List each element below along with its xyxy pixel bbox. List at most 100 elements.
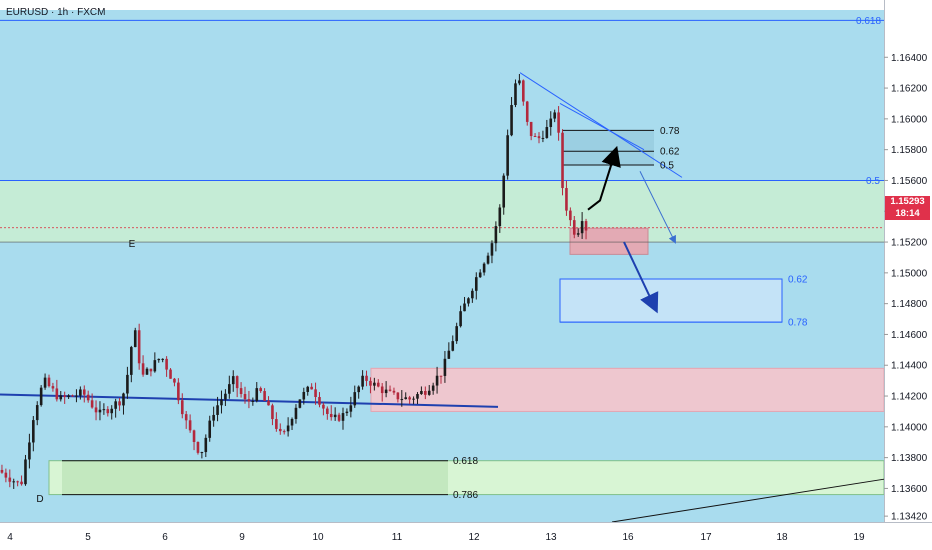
demand-zone-inner	[62, 460, 448, 495]
candle-body	[420, 390, 423, 395]
candle-body	[86, 394, 90, 401]
y-tick-label: 1.15800	[891, 145, 928, 156]
candle-body	[4, 472, 8, 478]
candle-body	[231, 376, 235, 385]
candle-body	[510, 105, 513, 136]
candle-body	[349, 405, 353, 412]
y-tick-label: 1.13420	[891, 512, 928, 523]
candle-body	[192, 430, 196, 442]
candle-body	[561, 132, 564, 189]
candle-body	[408, 397, 411, 400]
fib-label: 0.618	[453, 456, 478, 467]
candle-body	[47, 377, 51, 387]
trend-line-lower	[611, 478, 885, 523]
candle-body	[424, 390, 427, 395]
candle-body	[471, 290, 474, 299]
y-tick-label: 1.16000	[891, 114, 928, 125]
x-tick-label: 18	[776, 532, 788, 543]
candle-body	[235, 376, 239, 389]
candle-body	[247, 399, 251, 402]
candle-body	[28, 442, 31, 460]
candle-body	[322, 404, 325, 409]
candle-body	[388, 389, 392, 391]
candle-body	[357, 386, 360, 393]
candle-body	[208, 420, 212, 438]
candle-body	[153, 360, 157, 372]
candle-body	[451, 341, 455, 351]
candle-body	[130, 347, 133, 375]
candle-body	[329, 413, 333, 418]
trend-line-inner	[559, 103, 645, 151]
candle-body	[290, 418, 294, 426]
x-tick-label: 5	[85, 532, 91, 543]
candle-body	[161, 358, 164, 360]
candle-body	[494, 226, 498, 244]
candle-body	[286, 425, 290, 432]
y-tick-label: 1.15600	[891, 176, 928, 187]
fib-label: 0.5	[866, 176, 880, 187]
candle-body	[396, 392, 400, 400]
blue-band	[0, 10, 884, 181]
fib-label: 0.62	[788, 275, 808, 286]
candle-body	[353, 392, 357, 406]
candle-body	[102, 409, 106, 411]
y-tick-label: 1.15000	[891, 268, 928, 279]
candle-body	[580, 221, 584, 234]
candle-body	[243, 393, 247, 400]
candle-body	[0, 469, 4, 473]
candle-body	[126, 374, 129, 394]
candle-body	[55, 388, 59, 400]
last-price-badge: 1.15293 18:14	[885, 196, 930, 220]
candle-body	[32, 420, 35, 443]
candle-body	[522, 80, 525, 102]
candle-body	[271, 405, 274, 420]
y-tick-label: 1.14200	[891, 392, 928, 403]
candle-body	[16, 481, 19, 483]
candle-body	[478, 272, 482, 278]
candle-body	[541, 137, 545, 139]
candle-body	[43, 377, 47, 388]
candle-body	[8, 477, 12, 482]
candle-body	[177, 382, 180, 401]
candle-body	[545, 127, 549, 138]
last-price-value: 1.15293	[890, 196, 925, 207]
candle-body	[569, 210, 572, 221]
candle-body	[216, 405, 219, 415]
point-label: E	[129, 239, 136, 250]
candle-body	[259, 388, 262, 392]
candle-body	[278, 428, 282, 432]
candle-body	[486, 255, 490, 264]
candle-body	[533, 136, 537, 138]
y-tick-label: 1.14400	[891, 361, 928, 372]
candle-body	[333, 414, 337, 418]
x-tick-label: 13	[545, 532, 557, 543]
candle-body	[35, 405, 39, 421]
candle-body	[157, 358, 161, 361]
candle-body	[275, 419, 278, 429]
candle-body	[314, 389, 317, 398]
chart-title: EURUSD · 1h · FXCM	[6, 7, 106, 18]
candle-body	[412, 398, 415, 400]
candle-body	[149, 368, 153, 372]
candle-body	[576, 233, 580, 235]
candle-body	[173, 378, 176, 383]
candle-body	[553, 112, 556, 119]
candle-body	[443, 358, 447, 376]
candle-body	[165, 358, 168, 370]
candle-body	[498, 207, 502, 227]
fib-label: 0.78	[660, 126, 680, 137]
target-zone	[559, 278, 783, 323]
x-tick-label: 17	[700, 532, 712, 543]
trend-line-upper	[519, 72, 683, 178]
candle-body	[12, 481, 16, 483]
candle-body	[255, 388, 259, 401]
candle-body	[137, 330, 141, 364]
candle-body	[361, 375, 364, 387]
candle-body	[145, 368, 149, 375]
candle-body	[431, 385, 435, 391]
y-tick-label: 1.16400	[891, 53, 928, 64]
candle-body	[51, 386, 55, 389]
